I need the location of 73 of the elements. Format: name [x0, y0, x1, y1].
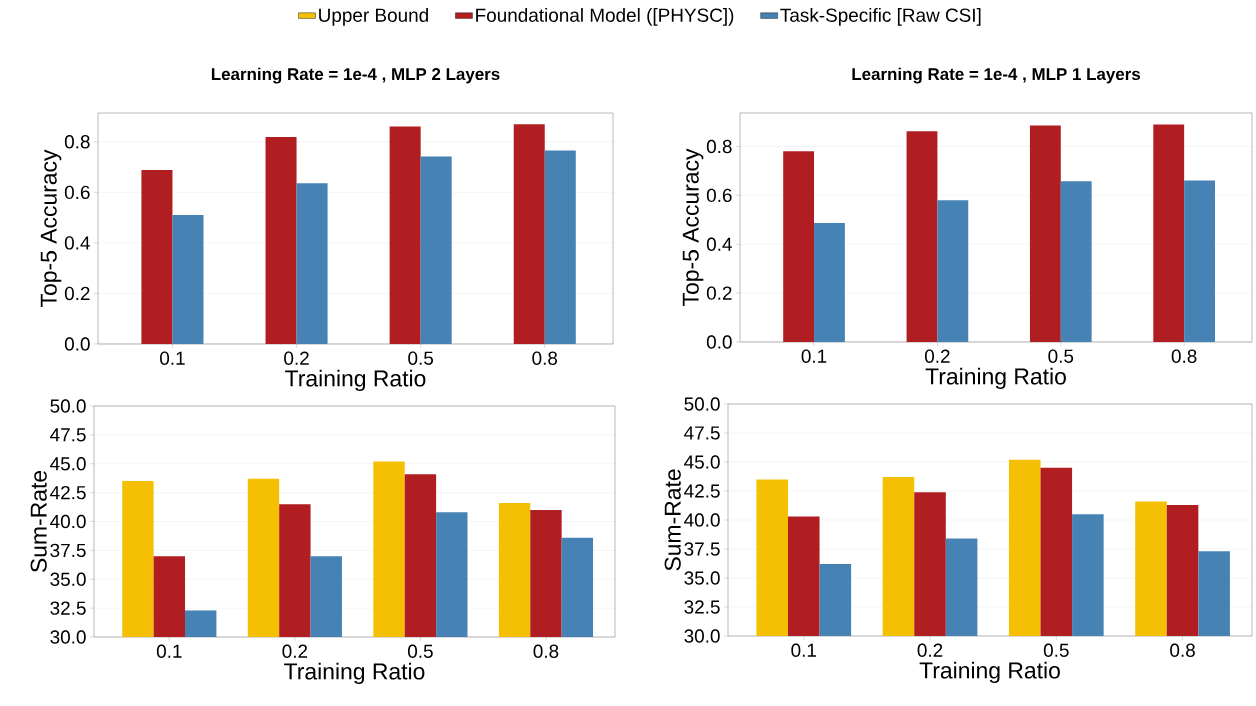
y-tick-label: 45.0: [50, 457, 86, 471]
y-tick-label: 30.0: [50, 630, 86, 644]
y-tick-label: 50.0: [50, 399, 86, 413]
y-tick-label: 0.8: [706, 139, 732, 154]
bar: [937, 200, 969, 342]
legend-label: Task-Specific [Raw CSI]: [780, 8, 981, 26]
x-axis-title: Training Ratio: [925, 367, 1066, 390]
chart-title: Learning Rate = 1e-4 , MLP 1 Layers: [852, 67, 1140, 84]
bar: [265, 137, 297, 344]
bar: [1153, 124, 1185, 342]
y-tick-label: 35.0: [684, 571, 720, 585]
y-tick-label: 0.4: [706, 237, 732, 251]
y-axis-title: Sum-Rate: [30, 470, 47, 573]
y-tick-label: 37.5: [684, 542, 720, 556]
bar: [783, 151, 815, 342]
bar: [172, 215, 204, 344]
x-tick-label: 0.8: [1171, 349, 1197, 363]
bar: [1060, 181, 1092, 342]
x-tick-label: 0.2: [917, 643, 943, 657]
y-axis-title: Top-5 Accuracy: [682, 148, 704, 306]
y-axis-title: Top-5 Accuracy: [40, 149, 62, 307]
bar: [513, 124, 545, 344]
bar: [296, 183, 328, 344]
y-tick-label: 0.2: [706, 286, 732, 300]
bar: [389, 126, 421, 344]
bar: [141, 170, 173, 344]
y-tick-label: 0.6: [64, 185, 90, 200]
y-tick-label: 0.4: [64, 236, 90, 250]
y-tick-label: 0.8: [64, 135, 90, 149]
y-tick-label: 42.5: [50, 485, 86, 500]
bar: [420, 156, 452, 344]
y-tick-label: 47.5: [50, 428, 86, 442]
x-tick-label: 0.5: [1043, 643, 1069, 657]
x-tick-label: 0.1: [801, 349, 827, 363]
y-tick-label: 40.0: [684, 513, 720, 527]
x-tick-label: 0.2: [924, 349, 950, 363]
x-tick-label: 0.2: [282, 644, 308, 658]
y-tick-label: 0.6: [706, 188, 732, 203]
y-tick-label: 0.0: [64, 337, 90, 351]
x-tick-label: 0.2: [284, 351, 309, 365]
y-axis-title: Sum-Rate: [664, 469, 681, 571]
x-tick-label: 0.1: [791, 643, 816, 657]
y-tick-label: 30.0: [684, 629, 720, 643]
x-tick-label: 0.5: [408, 351, 434, 365]
y-tick-label: 0.0: [706, 335, 732, 349]
legend-label: Foundational Model ([PHYSC]): [476, 8, 734, 26]
legend-label: Upper Bound: [319, 8, 428, 26]
x-tick-label: 0.8: [1170, 643, 1195, 657]
x-axis-title: Training Ratio: [285, 369, 426, 392]
x-tick-label: 0.1: [156, 644, 182, 658]
bar: [814, 222, 845, 342]
bar: [544, 150, 576, 344]
x-tick-label: 0.5: [407, 644, 433, 658]
x-axis-title: Training Ratio: [919, 661, 1060, 684]
bar: [1029, 125, 1061, 342]
y-tick-label: 42.5: [684, 484, 720, 498]
y-tick-label: 50.0: [684, 397, 720, 411]
y-tick-label: 35.0: [50, 572, 86, 586]
chart-title: Learning Rate = 1e-4 , MLP 2 Layers: [211, 67, 500, 84]
y-tick-label: 45.0: [684, 455, 720, 469]
y-tick-label: 40.0: [50, 514, 86, 529]
y-tick-label: 32.5: [684, 600, 720, 614]
x-axis-title: Training Ratio: [284, 662, 425, 685]
y-tick-label: 37.5: [50, 543, 86, 558]
bar: [906, 131, 938, 342]
x-tick-label: 0.1: [160, 351, 185, 365]
x-tick-label: 0.8: [533, 644, 559, 658]
y-tick-label: 32.5: [50, 601, 86, 615]
x-tick-label: 0.8: [532, 351, 558, 365]
y-tick-label: 47.5: [684, 426, 720, 440]
y-tick-label: 0.2: [64, 286, 90, 301]
bar: [1184, 180, 1215, 342]
x-tick-label: 0.5: [1048, 349, 1074, 363]
